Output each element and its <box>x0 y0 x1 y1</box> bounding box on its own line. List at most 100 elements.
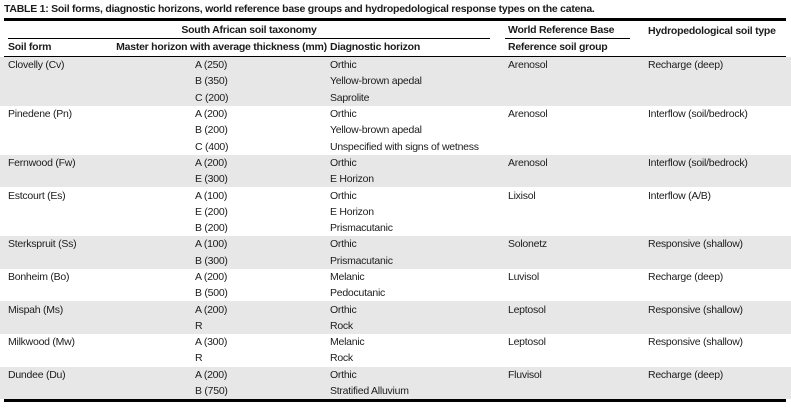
table-row: B (750) Stratified Alluvium <box>0 383 791 399</box>
diagnostic-horizon-cell: Prismacutanic <box>330 254 393 267</box>
table-row: B (200) Yellow-brown apedal <box>0 122 791 138</box>
reference-group-cell: Arenosol <box>508 59 548 72</box>
table-row: C (400) Unspecified with signs of wetness <box>0 138 791 154</box>
table-row: R Rock <box>0 350 791 366</box>
diagnostic-horizon-cell: Rock <box>330 352 353 365</box>
master-horizon-cell: B (300) <box>195 254 228 267</box>
master-horizon-cell: R <box>195 319 203 332</box>
table-row: E (300) E Horizon <box>0 171 791 187</box>
master-horizon-cell: A (200) <box>195 303 228 316</box>
soil-form-group: Dundee (Du) A (200) Orthic Fluvisol Recharge… <box>0 366 791 400</box>
diagnostic-horizon-cell: E Horizon <box>330 173 374 186</box>
table-row: B (350) Yellow-brown apedal <box>0 73 791 89</box>
soil-form-group: Milkwood (Mw) A (300) Melanic Leptosol Respo… <box>0 334 791 367</box>
hydro-type-cell: Interflow (soil/bedrock) <box>648 108 748 121</box>
diagnostic-horizon-cell: Rock <box>330 319 353 332</box>
group-header-row: South African soil taxonomy World Refere… <box>0 21 791 39</box>
table-row: Dundee (Du) A (200) Orthic Fluvisol Recharge… <box>0 367 791 383</box>
diagnostic-horizon-cell: Melanic <box>330 336 365 349</box>
table-row: Sterkspruit (Ss) A (100) Orthic Solonetz Res… <box>0 236 791 252</box>
group-header-hydropedological: Hydropedological soil type <box>648 24 776 37</box>
master-horizon-cell: R <box>195 352 203 365</box>
diagnostic-horizon-cell: Orthic <box>330 189 357 202</box>
hydro-type-cell: Responsive (shallow) <box>648 238 743 251</box>
table-row: R Rock <box>0 318 791 334</box>
table-row: Mispah (Ms) A (200) Orthic Leptosol Responsi… <box>0 301 791 317</box>
group-header-south-african-taxonomy: South African soil taxonomy <box>8 24 490 39</box>
diagnostic-horizon-cell: Saprolite <box>330 91 370 104</box>
master-horizon-cell: E (300) <box>195 173 228 186</box>
diagnostic-horizon-cell: Yellow-brown apedal <box>330 75 422 88</box>
soil-form-group: Fernwood (Fw) A (200) Orthic Arenosol Interf… <box>0 154 791 188</box>
master-horizon-cell: A (200) <box>195 368 228 381</box>
column-header-row: Soil form Master horizon with average th… <box>0 39 791 56</box>
table-row: E (200) E Horizon <box>0 204 791 220</box>
hydro-type-cell: Recharge (deep) <box>648 368 724 381</box>
master-horizon-cell: A (200) <box>195 271 228 283</box>
soil-form-group: Sterkspruit (Ss) A (100) Orthic Solonetz Res… <box>0 236 791 269</box>
diagnostic-horizon-cell: Orthic <box>330 156 357 169</box>
master-horizon-cell: B (750) <box>195 385 228 398</box>
diagnostic-horizon-cell: Prismacutanic <box>330 222 393 235</box>
reference-group-cell: Leptosol <box>508 336 546 349</box>
diagnostic-horizon-cell: Orthic <box>330 303 357 316</box>
top-border-rule <box>4 18 786 21</box>
table-body: Clovelly (Cv) A (250) Orthic Arenosol Rechar… <box>0 57 791 400</box>
table-row: B (300) Prismacutanic <box>0 253 791 269</box>
master-horizon-cell: A (100) <box>195 238 228 251</box>
master-horizon-cell: A (250) <box>195 59 228 72</box>
table-caption: TABLE 1: Soil forms, diagnostic horizons… <box>4 3 595 15</box>
soil-form-cell: Bonheim (Bo) <box>8 271 70 283</box>
hydro-type-cell: Interflow (soil/bedrock) <box>648 156 748 169</box>
master-horizon-cell: A (200) <box>195 108 228 121</box>
reference-group-cell: Leptosol <box>508 303 546 316</box>
soil-form-group: Bonheim (Bo) A (200) Melanic Luvisol Recharg… <box>0 268 791 302</box>
hydro-type-cell: Responsive (shallow) <box>648 303 743 316</box>
master-horizon-cell: E (200) <box>195 205 228 218</box>
diagnostic-horizon-cell: Orthic <box>330 108 357 121</box>
hydro-type-cell: Responsive (shallow) <box>648 336 743 349</box>
column-header-diagnostic-horizon: Diagnostic horizon <box>330 41 420 53</box>
diagnostic-horizon-cell: Yellow-brown apedal <box>330 124 422 137</box>
soil-form-group: Mispah (Ms) A (200) Orthic Leptosol Responsi… <box>0 301 791 335</box>
soil-form-group: Clovelly (Cv) A (250) Orthic Arenosol Rechar… <box>0 57 791 106</box>
soil-form-cell: Estcourt (Es) <box>8 189 66 202</box>
soil-form-cell: Milkwood (Mw) <box>8 336 75 349</box>
soil-form-cell: Sterkspruit (Ss) <box>8 238 77 251</box>
column-header-reference-soil-group: Reference soil group <box>508 41 608 53</box>
soil-form-cell: Dundee (Du) <box>8 368 66 381</box>
hydro-type-cell: Recharge (deep) <box>648 59 724 72</box>
bottom-border-rule <box>4 399 786 403</box>
master-horizon-cell: B (200) <box>195 124 228 137</box>
master-horizon-cell: A (100) <box>195 189 228 202</box>
group-header-world-reference-base: World Reference Base <box>505 24 630 39</box>
soil-form-cell: Clovelly (Cv) <box>8 59 65 72</box>
paper-table-1: TABLE 1: Soil forms, diagnostic horizons… <box>0 3 791 403</box>
diagnostic-horizon-cell: Unspecified with signs of wetness <box>330 140 479 153</box>
table-row: Bonheim (Bo) A (200) Melanic Luvisol Recharg… <box>0 269 791 285</box>
table-row: Clovelly (Cv) A (250) Orthic Arenosol Rechar… <box>0 57 791 73</box>
reference-group-cell: Arenosol <box>508 156 548 169</box>
soil-form-cell: Fernwood (Fw) <box>8 156 76 169</box>
diagnostic-horizon-cell: Melanic <box>330 271 365 283</box>
table-row: Milkwood (Mw) A (300) Melanic Leptosol Respo… <box>0 334 791 350</box>
soil-form-cell: Mispah (Ms) <box>8 303 64 316</box>
soil-form-cell: Pinedene (Pn) <box>8 108 72 121</box>
table-row: Estcourt (Es) A (100) Orthic Lixisol Interfl… <box>0 187 791 203</box>
master-horizon-cell: A (300) <box>195 336 228 349</box>
table-row: Fernwood (Fw) A (200) Orthic Arenosol Interf… <box>0 155 791 171</box>
diagnostic-horizon-cell: E Horizon <box>330 205 374 218</box>
master-horizon-cell: A (200) <box>195 156 228 169</box>
diagnostic-horizon-cell: Orthic <box>330 238 357 251</box>
diagnostic-horizon-cell: Stratified Alluvium <box>330 385 409 398</box>
reference-group-cell: Fluvisol <box>508 368 542 381</box>
master-horizon-cell: B (200) <box>195 222 228 235</box>
master-horizon-cell: B (350) <box>195 75 228 88</box>
soil-form-group: Estcourt (Es) A (100) Orthic Lixisol Interfl… <box>0 187 791 237</box>
header-separator-rule <box>4 55 786 57</box>
table-row: B (200) Prismacutanic <box>0 220 791 236</box>
table-row: C (200) Saprolite <box>0 90 791 106</box>
column-header-master-horizon: Master horizon with average thickness (m… <box>116 41 327 53</box>
diagnostic-horizon-cell: Pedocutanic <box>330 287 386 300</box>
table-row: B (500) Pedocutanic <box>0 285 791 301</box>
